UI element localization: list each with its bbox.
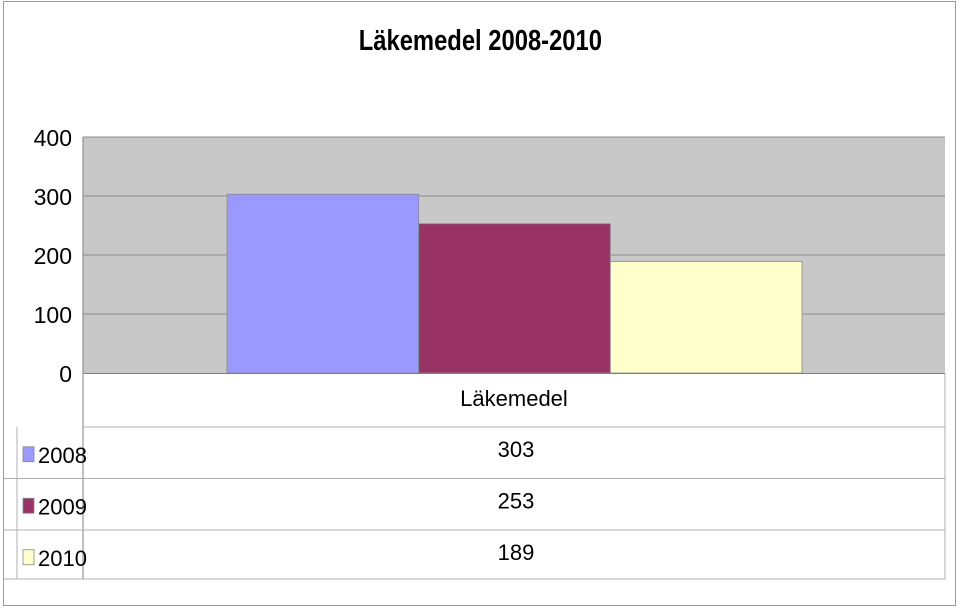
table-value-2009: 253 (498, 488, 535, 513)
y-tick-label: 400 (34, 125, 72, 151)
table-value-2008: 303 (498, 437, 535, 462)
legend-label-2010: 2010 (38, 546, 87, 571)
table-value-2010: 189 (498, 540, 535, 565)
y-tick-label: 300 (34, 184, 72, 210)
legend-label-2008: 2008 (38, 443, 87, 468)
category-label: Läkemedel (460, 386, 568, 411)
bar-2008 (226, 193, 420, 374)
y-tick-label: 0 (59, 361, 72, 387)
y-tick-label: 200 (34, 243, 72, 269)
bar-2010 (609, 261, 803, 374)
bar-2009 (418, 223, 611, 374)
chart-title: Läkemedel 2008-2010 (358, 25, 602, 57)
legend-swatch-2010 (22, 549, 35, 566)
legend-label-2009: 2009 (38, 494, 87, 519)
legend-swatch-2009 (22, 497, 35, 514)
y-tick-label: 100 (34, 302, 72, 328)
y-axis-ticks: 0 100 200 300 400 (34, 125, 72, 387)
legend-swatch-2008 (22, 446, 35, 463)
data-table: Läkemedel 2008 303 2009 253 2010 189 (3, 373, 946, 580)
